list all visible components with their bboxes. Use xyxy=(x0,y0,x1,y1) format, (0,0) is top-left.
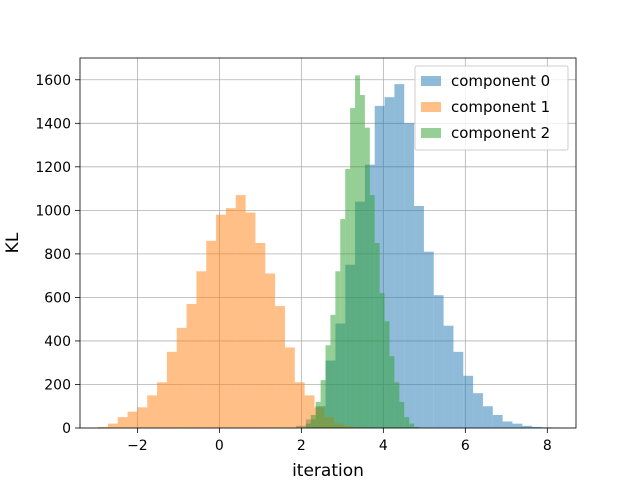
y-tick-label: 600 xyxy=(44,290,71,306)
histogram-bar xyxy=(320,380,326,428)
histogram-bar xyxy=(325,345,331,428)
histogram-bar xyxy=(355,75,360,428)
histogram-bar xyxy=(216,214,226,428)
histogram-bar xyxy=(235,195,246,428)
histogram-bar xyxy=(443,325,454,428)
histogram-bar xyxy=(492,414,503,428)
x-tick-label: 4 xyxy=(379,438,388,454)
y-tick-label: 1400 xyxy=(35,116,71,132)
histogram-bar xyxy=(389,356,395,428)
histogram-bar xyxy=(245,212,256,428)
legend-swatch-component-0 xyxy=(421,76,441,86)
axis-ticks: −2 0 2 4 6 8 0 200 400 600 800 1000 1200 1400 1600 xyxy=(35,73,551,454)
histogram-bar xyxy=(335,271,341,428)
x-tick-label: 0 xyxy=(215,438,224,454)
x-tick-label: 2 xyxy=(297,438,306,454)
x-tick-label: 6 xyxy=(461,438,470,454)
histogram-bar xyxy=(414,206,424,428)
y-tick-label: 1200 xyxy=(35,160,71,176)
histogram-bar xyxy=(107,423,118,428)
histogram-bar xyxy=(305,423,311,428)
histogram-bar xyxy=(532,426,542,428)
histogram-bar xyxy=(473,393,483,428)
histogram-bar xyxy=(294,382,305,428)
x-tick-label: 8 xyxy=(543,438,552,454)
histogram-bar xyxy=(304,395,315,428)
histogram-bar xyxy=(157,382,167,428)
histogram-bar xyxy=(379,293,385,428)
histogram-bar xyxy=(225,208,236,428)
series-1-bars xyxy=(98,195,364,428)
histogram-bar xyxy=(315,401,321,428)
histogram-bar xyxy=(404,123,415,428)
legend: component 0 component 1 component 2 xyxy=(414,65,569,151)
x-tick-label: −2 xyxy=(127,438,148,454)
histogram-bar xyxy=(345,169,351,428)
legend-box xyxy=(414,65,569,151)
histogram-bar xyxy=(369,195,375,428)
histogram-bar xyxy=(404,417,410,428)
histogram-bar xyxy=(394,382,400,428)
histogram-bar xyxy=(414,426,420,428)
histogram-bars xyxy=(98,75,562,429)
histogram-bar xyxy=(147,395,158,428)
y-tick-label: 400 xyxy=(44,334,71,350)
y-tick-label: 200 xyxy=(44,377,71,393)
legend-label-component-1: component 1 xyxy=(451,98,550,116)
histogram-bar xyxy=(394,84,405,428)
histogram-bar xyxy=(364,127,370,428)
histogram-bar xyxy=(265,273,276,428)
legend-swatch-component-1 xyxy=(421,102,441,112)
histogram-bar xyxy=(522,425,533,428)
histogram-bar xyxy=(310,414,316,428)
y-tick-label: 800 xyxy=(44,247,71,263)
x-axis-label: iteration xyxy=(292,461,364,480)
histogram-bar xyxy=(350,108,356,428)
y-tick-label: 0 xyxy=(62,421,71,437)
histogram-bar xyxy=(482,406,493,428)
histogram-bar xyxy=(206,240,217,428)
histogram-bar xyxy=(340,219,346,428)
histogram-bar xyxy=(275,306,285,428)
histogram-bar xyxy=(502,421,513,428)
histogram-bar xyxy=(399,401,405,428)
histogram-bar xyxy=(196,271,207,428)
histogram-bar xyxy=(176,327,187,428)
histogram-bar xyxy=(137,407,148,428)
y-tick-label: 1600 xyxy=(35,73,71,89)
histogram-bar xyxy=(98,426,108,428)
histogram-bar xyxy=(463,375,474,428)
legend-label-component-0: component 0 xyxy=(451,72,550,90)
histogram-bar xyxy=(127,411,138,428)
histogram-bar xyxy=(409,423,415,428)
histogram-bar xyxy=(374,243,380,428)
histogram-bar xyxy=(384,321,390,428)
histogram-bar xyxy=(423,251,434,428)
histogram-bar xyxy=(186,303,197,428)
plot-frame xyxy=(79,57,577,429)
y-tick-label: 1000 xyxy=(35,203,71,219)
y-axis-label: KL xyxy=(3,232,23,253)
histogram-bar xyxy=(330,314,336,428)
histogram-bar xyxy=(284,347,295,428)
histogram-bar xyxy=(512,423,523,428)
histogram-bar xyxy=(359,95,365,428)
histogram-bar xyxy=(384,97,395,429)
histogram-bar xyxy=(166,351,177,428)
histogram-bar xyxy=(453,351,464,428)
histogram-bar xyxy=(255,243,266,428)
histogram-bar xyxy=(433,295,444,428)
legend-swatch-component-2 xyxy=(421,128,441,138)
histogram-bar xyxy=(117,417,128,428)
legend-label-component-2: component 2 xyxy=(451,124,550,142)
series-2-bars xyxy=(305,75,420,428)
